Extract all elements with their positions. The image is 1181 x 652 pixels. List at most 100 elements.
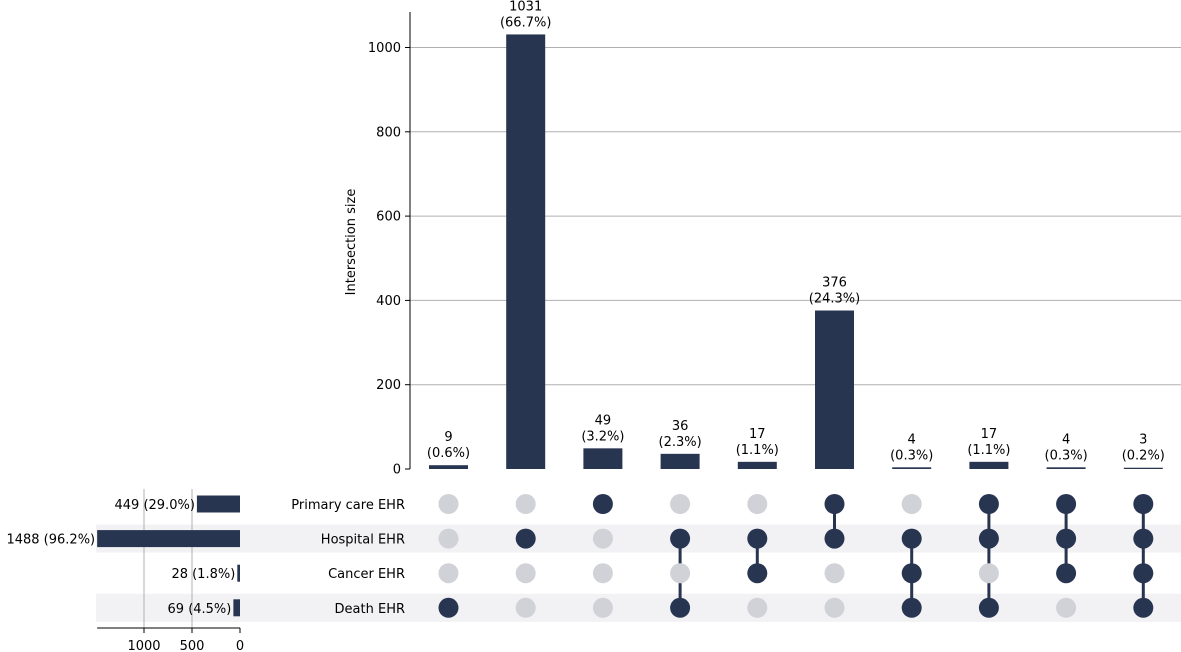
intersection-matrix — [438, 494, 1154, 618]
membership-dot-empty — [747, 494, 768, 514]
set-name-label: Cancer EHR — [328, 567, 405, 582]
y-tick-label: 0 — [393, 463, 401, 478]
set-size-label: 28 (1.8%) — [171, 567, 235, 582]
bar-count-label: 36 — [672, 419, 689, 434]
membership-dot-empty — [592, 563, 613, 584]
membership-dot-empty — [438, 528, 459, 549]
matrix-row-stripes — [96, 524, 1181, 622]
bar-percent-label: (0.3%) — [1045, 448, 1088, 463]
bar-percent-label: (2.3%) — [659, 435, 702, 450]
bar-count-label: 17 — [749, 427, 766, 442]
set-size-label: 69 (4.5%) — [168, 602, 232, 617]
membership-dot-filled — [515, 528, 536, 549]
bar-count-label: 4 — [1062, 432, 1070, 447]
membership-dot-empty — [515, 563, 536, 584]
set-size-bar — [233, 599, 240, 617]
bar-percent-label: (24.3%) — [809, 292, 860, 307]
intersection-bar — [429, 465, 468, 469]
membership-dot-filled — [670, 528, 691, 549]
intersection-bars — [429, 34, 1163, 469]
bar-percent-label: (0.3%) — [890, 448, 933, 463]
bar-count-label: 1031 — [509, 0, 542, 14]
set-name-label: Death EHR — [335, 602, 405, 617]
set-size-bar — [97, 530, 240, 548]
bar-percent-label: (66.7%) — [500, 15, 551, 30]
membership-dot-filled — [1133, 563, 1154, 584]
y-tick-label: 800 — [376, 125, 401, 140]
intersection-bar — [1123, 467, 1163, 469]
membership-dot-filled — [901, 563, 922, 584]
membership-dot-empty — [592, 597, 613, 618]
membership-dot-empty — [670, 494, 691, 514]
row-stripe-1 — [96, 524, 1181, 553]
membership-dot-filled — [978, 528, 999, 549]
intersection-bar — [1046, 467, 1086, 469]
set-labels: Primary care EHR Hospital EHR Cancer EHR De… — [291, 498, 405, 617]
membership-dot-empty — [824, 563, 845, 584]
membership-dot-filled — [1056, 563, 1077, 584]
set-name-label: Primary care EHR — [291, 498, 405, 513]
y-axis-title: Intersection size — [344, 189, 359, 296]
intersection-bar — [815, 310, 854, 469]
intersection-bar — [892, 467, 932, 469]
membership-dot-filled — [1133, 528, 1154, 549]
row-stripe-3 — [96, 593, 1181, 622]
membership-dot-empty — [670, 563, 691, 584]
membership-dot-empty — [747, 597, 768, 618]
membership-dot-filled — [670, 597, 691, 618]
membership-dot-empty — [592, 528, 613, 549]
bar-count-label: 17 — [981, 427, 998, 442]
set-size-chart: 449 (29.0%) 1488 (96.2%) 28 (1.8%) 69 (4.5%… — [6, 489, 244, 652]
membership-dot-empty — [978, 563, 999, 584]
membership-dot-filled — [1133, 494, 1154, 514]
set-size-bar — [196, 495, 240, 513]
set-name-label: Hospital EHR — [321, 533, 405, 548]
bar-count-label: 4 — [908, 432, 916, 447]
set-size-tick-label: 1000 — [127, 639, 160, 652]
set-size-label: 449 (29.0%) — [115, 498, 195, 513]
intersection-bar — [660, 453, 700, 469]
membership-dot-filled — [592, 494, 613, 514]
membership-dot-filled — [438, 597, 459, 618]
membership-dot-filled — [978, 494, 999, 514]
intersection-bar — [506, 34, 546, 469]
membership-dot-empty — [515, 494, 536, 514]
membership-dot-filled — [824, 528, 845, 549]
set-size-tick-label: 0 — [236, 639, 244, 652]
bar-count-label: 3 — [1139, 433, 1147, 448]
y-tick-label: 200 — [376, 378, 401, 393]
bar-percent-label: (1.1%) — [967, 443, 1010, 458]
intersection-bar — [737, 461, 777, 469]
set-size-tick-label: 500 — [180, 639, 205, 652]
membership-dot-empty — [438, 563, 459, 584]
bar-percent-label: (0.6%) — [427, 446, 470, 461]
membership-dot-empty — [438, 494, 459, 514]
set-size-label: 1488 (96.2%) — [6, 533, 95, 548]
bar-percent-label: (3.2%) — [581, 429, 624, 444]
membership-dot-filled — [901, 528, 922, 549]
membership-dot-filled — [901, 597, 922, 618]
y-axis: 0 200 400 600 800 1000 — [368, 12, 411, 478]
membership-dot-empty — [824, 597, 845, 618]
set-size-bar — [237, 564, 240, 582]
membership-dot-filled — [1056, 528, 1077, 549]
bar-percent-label: (1.1%) — [736, 443, 779, 458]
bar-percent-label: (0.2%) — [1122, 449, 1165, 464]
membership-dot-filled — [1133, 597, 1154, 618]
bar-count-label: 9 — [444, 430, 452, 445]
bar-count-label: 376 — [822, 276, 847, 291]
bar-count-label: 49 — [595, 413, 612, 428]
membership-dot-empty — [515, 597, 536, 618]
membership-dot-filled — [747, 563, 768, 584]
intersection-bar-labels: 9(0.6%)1031(66.7%)49(3.2%)36(2.3%)17(1.1… — [427, 0, 1165, 464]
y-tick-label: 400 — [376, 294, 401, 309]
membership-dot-filled — [978, 597, 999, 618]
y-tick-label: 1000 — [368, 41, 401, 56]
y-tick-label: 600 — [376, 210, 401, 225]
intersection-bar — [969, 461, 1009, 469]
membership-dot-filled — [747, 528, 768, 549]
membership-dot-filled — [1056, 494, 1077, 514]
membership-dot-empty — [1056, 597, 1077, 618]
intersection-bar — [583, 448, 623, 469]
